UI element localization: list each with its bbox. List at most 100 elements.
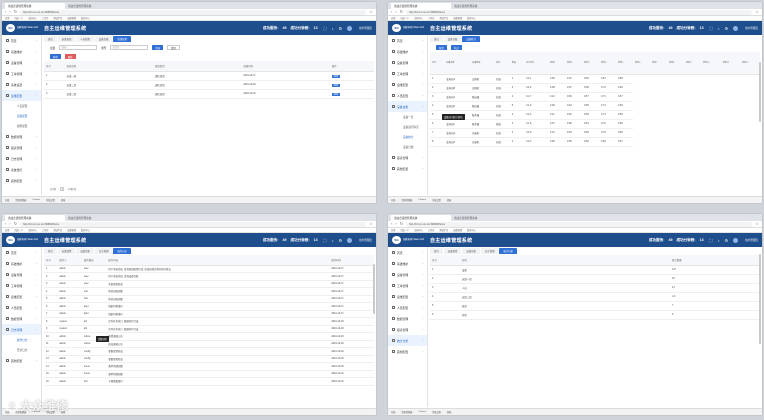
page-tab[interactable]: 设备台账 [462, 248, 480, 254]
sidebar-item[interactable]: 基础维护 ⌄ [388, 258, 427, 269]
sidebar-item[interactable]: 设备管理 ⌄ [2, 57, 41, 68]
table-row[interactable]: 2 运维一组 23 [430, 274, 760, 284]
bookmark-item[interactable]: 工作台 [427, 18, 435, 20]
bookmark-item[interactable]: 测试平台 [439, 18, 449, 20]
table-row[interactable]: 6 admin dept 组织机构维护 2024-10-17 [44, 302, 374, 311]
bookmark-item[interactable]: 文档中心 [414, 230, 423, 232]
page-tab[interactable]: 首页 [44, 248, 57, 254]
browser-tab[interactable]: 省政企运维管理系统 [391, 215, 451, 221]
fullscreen-icon[interactable]: ⛶ [323, 237, 327, 243]
reset-button[interactable]: 重置 [167, 45, 180, 50]
sidebar-item[interactable]: 人员配置 ⌄ [2, 302, 41, 313]
back-icon[interactable]: ‹ [391, 9, 393, 14]
bookmark-item[interactable]: 监控中心 [466, 230, 476, 232]
sidebar-item[interactable]: 首页 ⌄ [388, 247, 427, 258]
bookmark-item[interactable]: 应用 [5, 18, 10, 20]
sidebar-subitem[interactable]: 设备分类 [388, 142, 427, 152]
browser-tab[interactable]: 省政企运维管理系统 [391, 3, 451, 9]
table-row[interactable]: 11 admin notice 修改通知公告 2024-10-18 [44, 340, 374, 348]
table-row[interactable]: 8 system job 定时任务执行, 数据同步完成 2024-10-18 [44, 317, 374, 326]
sidebar-item[interactable]: 运维配置 ⌄ [2, 90, 41, 101]
star-icon[interactable]: ☆ [755, 221, 759, 226]
taskbar-item[interactable]: Chrome [32, 199, 41, 201]
user-name[interactable]: 用户管理员 [745, 27, 758, 30]
bookmark-item[interactable]: 测试平台 [53, 18, 63, 20]
sidebar-item[interactable]: 其他配置 ⌄ [388, 346, 427, 357]
edit-button[interactable]: 编辑 [331, 75, 341, 78]
sidebar-item[interactable]: 数据管理 ⌄ [2, 131, 41, 142]
table-row[interactable]: 1 变电站A 交换机 在线 1 0.2.1 0.05 0.61 0.60 0.67 0.68 [430, 74, 760, 84]
user-name[interactable]: 用户管理员 [745, 239, 758, 242]
sidebar-item[interactable]: 首页 ⌄ [2, 247, 41, 258]
sidebar-item[interactable]: 运维配置 ⌄ [388, 79, 427, 90]
bell-icon[interactable]: ♪ [717, 237, 720, 243]
reload-icon[interactable]: ↻ [13, 221, 18, 226]
taskbar-item[interactable]: 开始 [5, 412, 10, 414]
bookmark-item[interactable]: 监控中心 [80, 230, 90, 232]
url-field[interactable]: http://10.xxx.xxx.xxx:8080/#/home [20, 9, 367, 15]
bookmark-item[interactable]: 应用 [391, 230, 396, 232]
back-icon[interactable]: ‹ [391, 221, 393, 226]
table-row[interactable]: 16 admin dict 字典数据维护 2024-10-19 [44, 377, 374, 386]
avatar[interactable] [347, 25, 353, 31]
page-tab[interactable]: 设备台账 [443, 36, 462, 42]
bell-icon[interactable]: ♪ [331, 237, 334, 243]
table-row[interactable]: 3 admin user 系统配置修改 2024-10-17 [44, 280, 374, 288]
sidebar-item[interactable]: 系统监控 ⌄ [2, 164, 41, 175]
scrollbar[interactable] [759, 254, 761, 344]
sidebar-item[interactable]: 日志管理 ⌄ [2, 324, 41, 335]
taskbar-item[interactable]: 终端 [446, 412, 452, 414]
taskbar-item[interactable]: 资源管理器 [401, 200, 413, 202]
sidebar-item[interactable]: 日志管理 ⌄ [2, 153, 41, 164]
table-row[interactable]: 1 运维一组 通信班组 2024-10-17 编辑 [44, 71, 374, 81]
table-row[interactable]: 2 admin user 用户登录系统, 查询设备台账 2024-10-17 [44, 272, 374, 281]
table-row[interactable]: 10 admin notice 新增通知公告 2024-10-18 [44, 332, 374, 341]
table-row[interactable]: 12 admin config 参数配置修改 2024-10-18 [44, 347, 374, 356]
bookmark-item[interactable]: 文档中心 [414, 18, 423, 20]
browser-tab[interactable]: 省政企运维管理系统 [5, 3, 65, 9]
settings-icon[interactable]: ⚙ [724, 25, 729, 31]
bookmark-item[interactable]: 测试平台 [53, 230, 63, 232]
sidebar-subitem[interactable]: 规则配置 [2, 121, 41, 131]
browser-tab[interactable]: 省政企运维管理系统 [68, 217, 92, 220]
table-row[interactable]: 8 变电站H 光端机 在线 1 0.2.3 0.06 0.65 0.62 0.69 0.67 [430, 137, 760, 147]
taskbar-item[interactable]: 终端 [60, 200, 66, 202]
table-row[interactable]: 3 人员 14 [430, 283, 760, 293]
sidebar-item[interactable]: 基础维护 ⌄ [2, 258, 41, 269]
taskbar-item[interactable]: 系统设置 [46, 200, 55, 202]
sidebar-item[interactable]: 工单管理 ⌄ [388, 68, 427, 79]
page-tab[interactable]: 日志管理 [480, 248, 499, 254]
bell-icon[interactable]: ♪ [331, 25, 334, 31]
forward-icon[interactable]: › [395, 221, 397, 226]
forward-icon[interactable]: › [395, 9, 397, 14]
table-row[interactable]: 6 变电站F 服务器 离线 3 0.1.8 0.07 0.68 0.61 0.70 0.66 [430, 119, 760, 129]
sidebar-item[interactable]: 其他配置 ⌄ [2, 175, 41, 186]
page-tab[interactable]: 统计分析 [499, 248, 518, 254]
bookmark-item[interactable]: 百度一下 [14, 18, 24, 20]
page-tab[interactable]: 设备台账 [76, 248, 94, 254]
sidebar-item[interactable]: 设备管理 ⌄ [388, 57, 427, 68]
taskbar-item[interactable]: 资源管理器 [15, 200, 27, 202]
scrollbar[interactable] [373, 264, 375, 314]
search-button[interactable]: 查询 [152, 45, 164, 50]
sidebar-item[interactable]: 报表管理 ⌄ [388, 152, 427, 163]
sidebar-item[interactable]: 报表管理 ⌄ [2, 142, 41, 153]
avatar[interactable] [347, 237, 353, 243]
browser-tab[interactable]: 省政企运维管理系统 [68, 5, 92, 8]
sidebar-item[interactable]: 统计分析 ⌄ [388, 335, 427, 346]
sidebar-subitem[interactable]: 操作日志 [2, 335, 41, 345]
settings-icon[interactable]: ⚙ [724, 237, 729, 243]
settings-icon[interactable]: ⚙ [338, 237, 343, 243]
sidebar-item[interactable]: 基础维护 ⌄ [388, 46, 427, 57]
sidebar-item[interactable]: 运维配置 ⌄ [388, 291, 427, 302]
avatar[interactable] [733, 237, 739, 243]
page-tab[interactable]: 设备统计 [462, 36, 480, 42]
sidebar-item[interactable]: 数据管理 ⌄ [388, 313, 427, 324]
table-row[interactable]: 1 admin user 用户登录系统, 查询班组配置信息, 修改班组名称并保存提交 2… [44, 265, 374, 273]
add-button[interactable]: 新增 [50, 54, 61, 59]
forward-icon[interactable]: › [9, 221, 11, 226]
fullscreen-icon[interactable]: ⛶ [323, 25, 327, 31]
bookmark-item[interactable]: 运维管理 [67, 230, 76, 232]
bell-icon[interactable]: ♪ [717, 25, 720, 31]
sidebar-item[interactable]: 运维配置 ⌄ [2, 291, 41, 302]
